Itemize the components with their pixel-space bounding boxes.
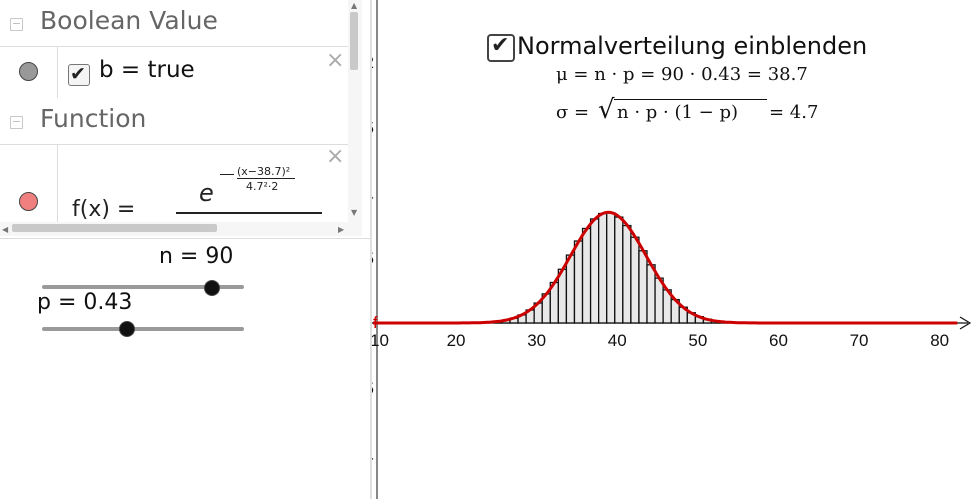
scroll-up-icon[interactable]: ▲ xyxy=(351,1,358,10)
y-tick-label: 0.05 xyxy=(372,249,374,268)
exponent-denominator: 4.7²·2 xyxy=(246,180,279,193)
function-base: e xyxy=(199,179,214,207)
histogram-bar xyxy=(606,212,616,324)
check-icon: ✔ xyxy=(70,63,86,85)
slider-p-handle[interactable] xyxy=(119,321,136,337)
group-header-function[interactable]: − Function xyxy=(0,98,348,146)
y-tick-label: 0.1 xyxy=(372,184,374,203)
histogram-bar xyxy=(630,236,640,324)
histogram-bar xyxy=(622,224,632,324)
algebra-row-function[interactable]: f(x) = e (x−38.7)² 4.7²·2 × xyxy=(0,144,348,223)
histogram-bar xyxy=(589,218,600,324)
sigma-result: = 4.7 xyxy=(769,102,819,123)
histogram-bar xyxy=(565,254,576,324)
slider-n-track[interactable] xyxy=(42,285,244,289)
collapse-toggle[interactable]: − xyxy=(10,115,23,129)
curve-label: f xyxy=(373,313,378,332)
row-marker xyxy=(0,47,58,98)
y-tick-label: −0.1 xyxy=(372,444,374,463)
histogram-bar xyxy=(638,250,648,324)
checkbox-label: Normalverteilung einblenden xyxy=(517,32,868,60)
slider-p-track[interactable] xyxy=(42,327,244,331)
group-label-function: Function xyxy=(40,104,147,133)
x-tick-label: 70 xyxy=(850,331,869,350)
visibility-dot[interactable] xyxy=(19,192,38,211)
horizontal-scroll-thumb[interactable] xyxy=(12,224,217,232)
close-icon[interactable]: × xyxy=(326,144,345,169)
exponent-minus xyxy=(220,174,234,175)
sqrt-overbar xyxy=(614,99,767,100)
x-axis-arrow xyxy=(959,316,972,330)
sqrt-icon: √ xyxy=(598,95,615,125)
x-tick-label: 30 xyxy=(527,331,546,350)
x-tick-label: 20 xyxy=(447,331,466,350)
checkbox-b[interactable]: ✔ xyxy=(68,63,90,86)
histogram-bar xyxy=(581,227,592,324)
slider-n-label: n = 90 xyxy=(159,244,234,269)
group-header-boolean[interactable]: − Boolean Value xyxy=(0,0,348,48)
x-tick-label: 60 xyxy=(769,331,788,350)
slider-n-handle[interactable] xyxy=(203,280,220,296)
normal-curve xyxy=(373,210,958,325)
histogram-bar xyxy=(597,212,608,324)
collapse-toggle[interactable]: − xyxy=(10,17,23,31)
x-tick-label: 80 xyxy=(930,331,949,350)
slider-panel: n = 90 p = 0.43 xyxy=(0,238,370,500)
slider-p-label: p = 0.43 xyxy=(37,290,133,315)
sigma-formula-prefix: σ = xyxy=(556,102,590,123)
exponent-fraction-bar xyxy=(237,178,295,179)
y-tick-label: 0.2 xyxy=(372,53,374,72)
mu-formula: μ = n · p = 90 · 0.43 = 38.7 xyxy=(556,64,808,85)
scroll-down-icon[interactable]: ▼ xyxy=(351,208,358,217)
row-marker xyxy=(0,145,58,223)
visibility-dot[interactable] xyxy=(19,62,38,81)
scroll-left-icon[interactable]: ◀ xyxy=(2,225,9,234)
bool-value-text: b = true xyxy=(99,57,195,83)
checkbox-normalverteilung[interactable]: ✔ xyxy=(487,33,515,62)
histogram-bar xyxy=(573,240,584,324)
histogram-bar xyxy=(614,216,624,324)
exponent-numerator: (x−38.7)² xyxy=(237,165,291,178)
x-tick-label: 10 xyxy=(372,331,389,350)
close-icon[interactable]: × xyxy=(326,48,345,73)
vertical-scroll-thumb[interactable] xyxy=(350,12,358,70)
main-fraction-bar xyxy=(176,212,322,214)
y-tick-label: −0.05 xyxy=(372,379,374,398)
group-label-boolean: Boolean Value xyxy=(40,6,218,35)
panel-divider[interactable] xyxy=(370,0,372,499)
histogram-bar xyxy=(646,264,656,324)
scroll-right-icon[interactable]: ▶ xyxy=(338,225,345,234)
check-icon: ✔ xyxy=(491,33,510,58)
x-tick-label: 50 xyxy=(688,331,707,350)
y-tick-label: 0.15 xyxy=(372,118,374,137)
x-tick-label: 40 xyxy=(608,331,627,350)
algebra-row-boolean[interactable]: ✔ b = true × xyxy=(0,46,348,98)
algebra-panel: − Boolean Value ✔ b = true × − Function … xyxy=(0,0,370,499)
function-prefix: f(x) = xyxy=(72,197,136,222)
graphics-view[interactable]: 10 20 30 40 50 60 70 80 0.2 0.15 0.1 0.05 −0.05 −0.1 f xyxy=(372,0,976,499)
sigma-radicand: n · p · (1 − p) xyxy=(617,102,738,123)
